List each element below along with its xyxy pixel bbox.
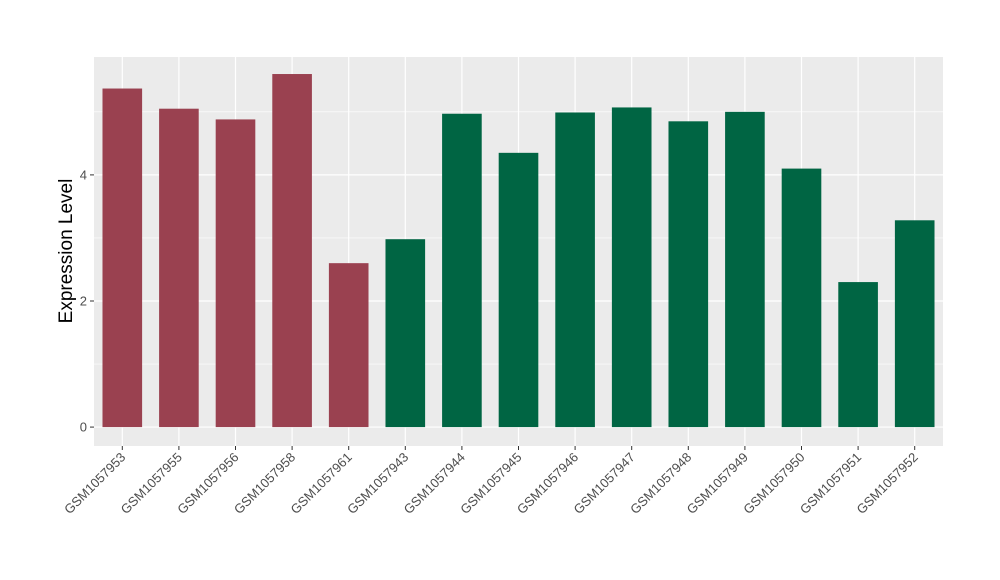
bar-GSM1057945 bbox=[498, 152, 539, 428]
bar-GSM1057944 bbox=[442, 113, 482, 428]
y-tick-label: 0 bbox=[80, 420, 87, 435]
bar-GSM1057948 bbox=[668, 121, 709, 428]
bar-GSM1057943 bbox=[385, 239, 426, 428]
y-axis-title: Expression Level bbox=[56, 179, 77, 324]
bar-GSM1057958 bbox=[272, 74, 312, 428]
y-tick-label: 4 bbox=[80, 167, 87, 182]
bar-GSM1057949 bbox=[725, 111, 765, 428]
bar-GSM1057947 bbox=[611, 107, 652, 428]
bar-GSM1057961 bbox=[328, 263, 369, 428]
bar-GSM1057953 bbox=[102, 88, 143, 428]
bar-GSM1057950 bbox=[781, 168, 822, 428]
bar-GSM1057955 bbox=[159, 108, 199, 428]
y-axis: 0 2 4 bbox=[80, 167, 94, 435]
bars bbox=[102, 74, 935, 428]
bar-GSM1057946 bbox=[555, 112, 595, 428]
y-tick-label: 2 bbox=[80, 293, 87, 308]
bar-GSM1057952 bbox=[894, 220, 935, 428]
bar-GSM1057956 bbox=[215, 119, 256, 428]
bar-GSM1057951 bbox=[838, 282, 878, 428]
x-axis: GSM1057953GSM1057955GSM1057956GSM1057958… bbox=[61, 446, 921, 517]
